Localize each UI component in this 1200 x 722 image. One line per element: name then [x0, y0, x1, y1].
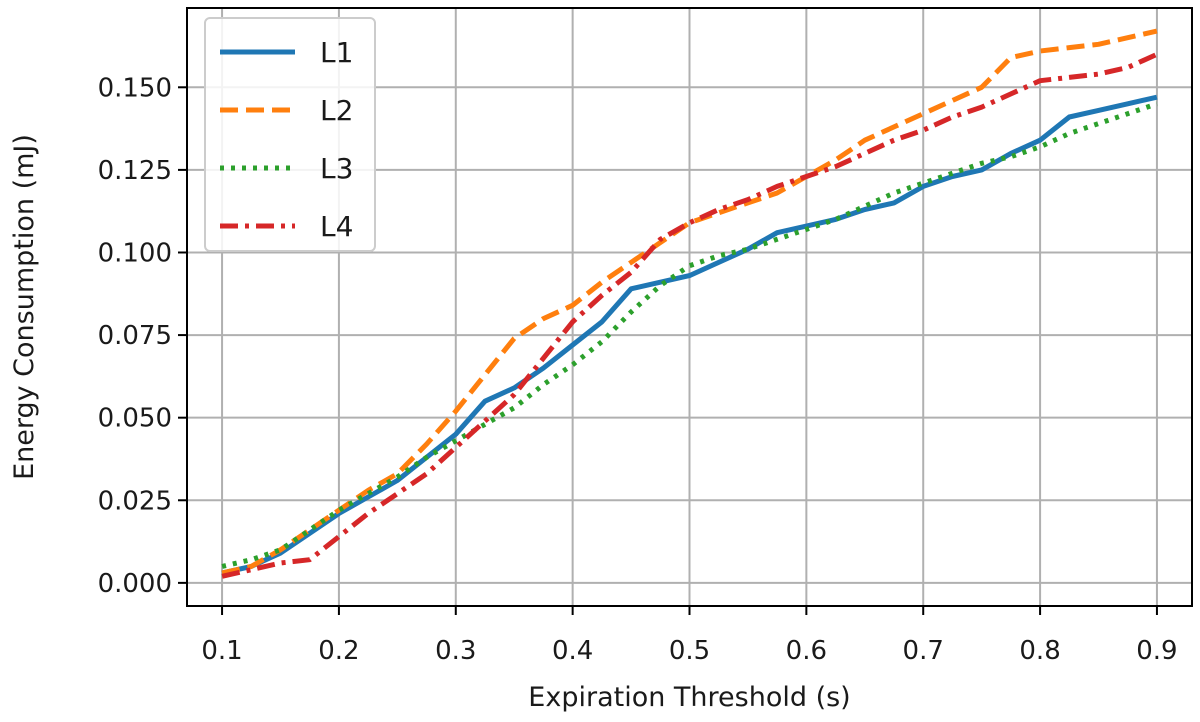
x-tick-label: 0.2 [318, 636, 359, 666]
y-tick-label: 0.075 [98, 321, 172, 351]
series-line-l1 [221, 94, 1158, 576]
legend-label-l4: L4 [320, 210, 353, 243]
x-tick-label: 0.6 [786, 636, 827, 666]
series-line-l3 [221, 101, 1158, 569]
y-tick-label: 0.125 [98, 156, 172, 186]
x-tick-label: 0.5 [669, 636, 710, 666]
x-axis-ticks: 0.1 0.2 0.3 0.4 0.5 0.6 0.7 0.8 0.9 [201, 606, 1178, 666]
x-tick-label: 0.8 [1019, 636, 1060, 666]
grid [187, 8, 1192, 606]
y-tick-label: 0.100 [98, 238, 172, 268]
x-tick-label: 0.9 [1136, 636, 1177, 666]
x-tick-label: 0.4 [552, 636, 593, 666]
x-tick-label: 0.1 [201, 636, 242, 666]
legend-label-l2: L2 [320, 94, 353, 127]
y-tick-label: 0.150 [98, 73, 172, 103]
legend-label-l1: L1 [320, 36, 353, 69]
y-axis-ticks: 0.000 0.025 0.050 0.075 0.100 0.125 0.150 [98, 73, 187, 599]
series-line-l2 [221, 28, 1158, 576]
legend-box [204, 17, 376, 252]
legend-label-l3: L3 [320, 152, 353, 185]
x-tick-label: 0.7 [903, 636, 944, 666]
legend: L1 L2 L3 L4 [204, 17, 376, 252]
y-tick-label: 0.050 [98, 404, 172, 434]
y-axis-label: Energy Consumption (mJ) [9, 134, 40, 480]
series-lines [221, 28, 1158, 579]
series-line-l4 [221, 52, 1158, 579]
y-tick-label: 0.000 [98, 569, 172, 599]
x-tick-label: 0.3 [435, 636, 476, 666]
y-tick-label: 0.025 [98, 486, 172, 516]
x-axis-label: Expiration Threshold (s) [528, 682, 850, 713]
